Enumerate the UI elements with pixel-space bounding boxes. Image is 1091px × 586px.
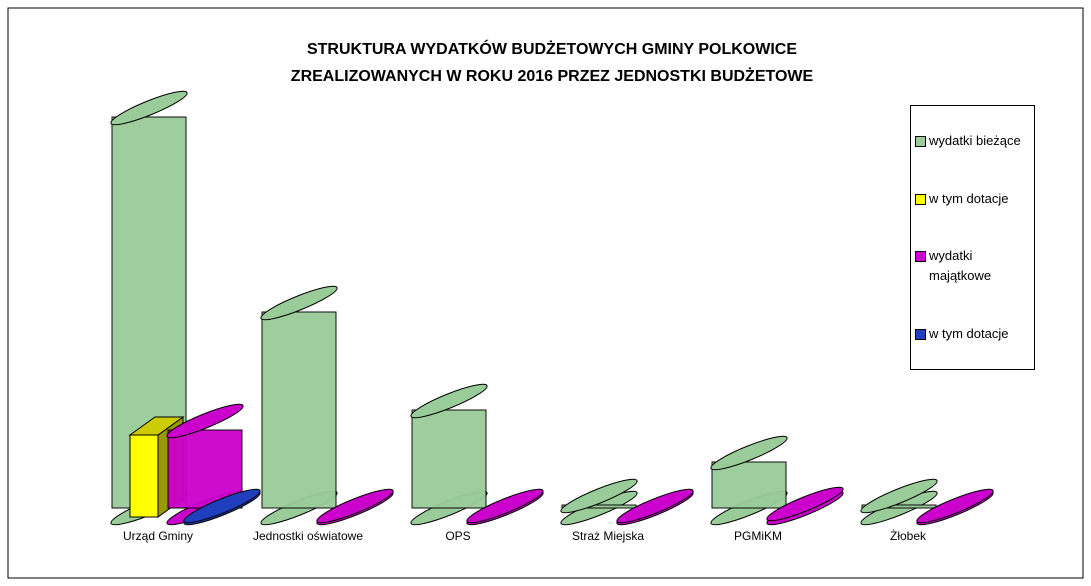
legend-swatch	[915, 135, 926, 147]
bar	[560, 478, 638, 526]
chart-title: STRUKTURA WYDATKÓW BUDŻETOWYCH GMINY POL…	[307, 39, 797, 58]
bar-front	[261, 311, 337, 509]
bar	[710, 435, 788, 526]
bar-front	[411, 409, 487, 509]
bar-front	[167, 429, 243, 509]
legend-entry: wydatki bieżące	[915, 131, 1030, 151]
bar	[183, 488, 261, 526]
x-tick-label: Urząd Gminy	[123, 529, 193, 543]
bar	[466, 488, 544, 526]
bar-front	[711, 461, 787, 509]
legend-label: w tym dotacje	[929, 326, 1009, 342]
bar	[128, 416, 185, 518]
bar	[916, 488, 994, 526]
bar	[316, 488, 394, 526]
bar-top	[166, 403, 244, 439]
legend-entry: w tym dotacje	[915, 324, 1030, 344]
bar-top	[410, 383, 488, 419]
bar-top	[860, 478, 938, 514]
legend-swatch	[915, 193, 926, 205]
bar	[616, 488, 694, 526]
bar-top	[710, 435, 788, 471]
chart-title: ZREALIZOWANYCH W ROKU 2016 PRZEZ JEDNOST…	[291, 67, 814, 85]
bar-top	[110, 90, 188, 126]
legend: wydatki bieżące w tym dotacje wydatki mają…	[910, 105, 1035, 370]
bar	[260, 285, 338, 526]
legend-entry: w tym dotacje	[915, 189, 1030, 209]
bar-top	[260, 285, 338, 321]
bar-top	[183, 488, 261, 524]
legend-label: wydatki majątkowe	[929, 248, 992, 284]
bar-front	[129, 434, 159, 518]
bar	[410, 383, 488, 526]
x-tick-label: OPS	[445, 529, 470, 543]
bar-top	[316, 488, 394, 524]
bar	[860, 478, 938, 526]
x-tick-label: Żłobek	[890, 529, 927, 543]
x-tick-label: Straż Miejska	[572, 529, 644, 543]
legend-entry: wydatki majątkowe	[915, 246, 1030, 286]
bar-top	[466, 488, 544, 524]
bar-top	[766, 486, 844, 522]
x-tick-label: Jednostki oświatowe	[253, 529, 363, 543]
legend-label: wydatki bieżące	[929, 132, 1021, 148]
bar	[766, 486, 844, 526]
legend-swatch	[915, 251, 926, 263]
x-tick-label: PGMiKM	[734, 529, 782, 543]
bar-top	[916, 488, 994, 524]
bar-top	[560, 478, 638, 514]
legend-label: w tym dotacje	[929, 190, 1009, 206]
legend-swatch	[915, 329, 926, 341]
bar-top	[616, 488, 694, 524]
